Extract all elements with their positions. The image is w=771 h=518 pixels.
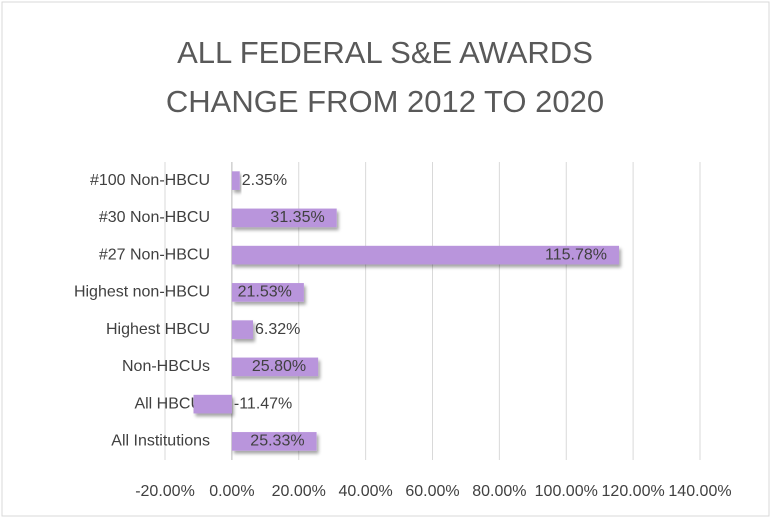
chart-title: ALL FEDERAL S&E AWARDS bbox=[177, 35, 593, 70]
x-tick-label: 20.00% bbox=[272, 483, 326, 500]
bar bbox=[231, 320, 254, 339]
bar bbox=[231, 432, 317, 451]
y-tick-label: #30 Non-HBCU bbox=[99, 209, 210, 226]
data-label: 115.78% bbox=[545, 246, 607, 263]
bar bbox=[231, 357, 319, 377]
x-tick-label: 140.00% bbox=[668, 483, 731, 500]
x-tick-label: -20.00% bbox=[135, 483, 195, 500]
data-label: 31.35% bbox=[270, 209, 324, 226]
x-tick-label: 80.00% bbox=[472, 483, 526, 500]
bar bbox=[231, 208, 337, 228]
bar bbox=[193, 394, 232, 414]
y-tick-label: All Institutions bbox=[111, 433, 210, 450]
x-tick-label: 0.00% bbox=[209, 483, 254, 500]
chart-title: CHANGE FROM 2012 TO 2020 bbox=[166, 84, 604, 119]
data-label: 25.80% bbox=[252, 358, 306, 375]
x-tick-label: 120.00% bbox=[602, 483, 665, 500]
x-tick-label: 40.00% bbox=[338, 483, 392, 500]
bar bbox=[231, 171, 240, 190]
x-tick-label: 100.00% bbox=[535, 483, 598, 500]
y-tick-label: #27 Non-HBCU bbox=[99, 246, 210, 263]
x-tick-label: 60.00% bbox=[405, 483, 459, 500]
y-tick-label: All HBCUs bbox=[134, 395, 210, 412]
y-tick-label: Non-HBCUs bbox=[122, 358, 210, 375]
data-label: 25.33% bbox=[250, 433, 304, 450]
data-label: -11.47% bbox=[234, 395, 292, 412]
y-tick-label: Highest non-HBCU bbox=[74, 284, 210, 301]
bar bbox=[231, 283, 304, 302]
bar bbox=[231, 245, 620, 265]
y-tick-label: Highest HBCU bbox=[106, 321, 210, 338]
data-label: 6.32% bbox=[255, 321, 300, 338]
data-label: 21.53% bbox=[238, 284, 292, 301]
data-label: 2.35% bbox=[242, 172, 287, 189]
y-tick-label: #100 Non-HBCU bbox=[90, 172, 210, 189]
